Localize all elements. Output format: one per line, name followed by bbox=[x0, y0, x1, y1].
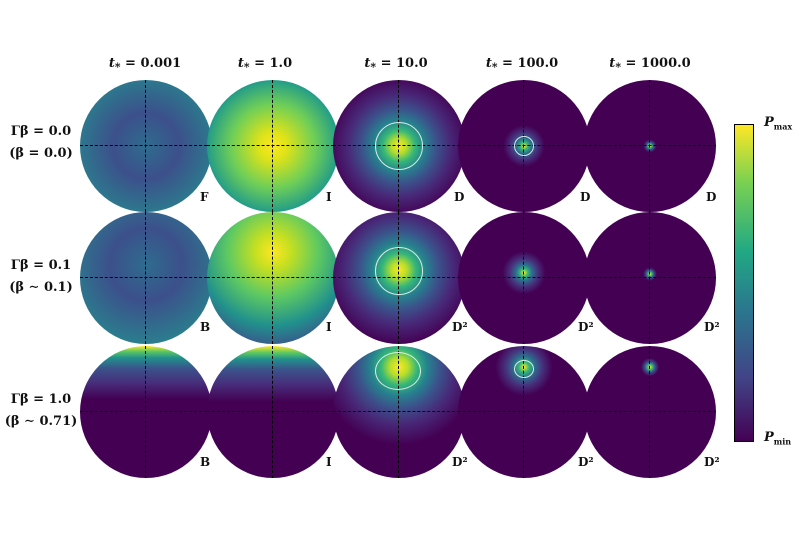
colorbar-max-label: Pmax bbox=[764, 115, 793, 132]
disk-r3-c4 bbox=[458, 346, 590, 478]
row-label-1-line1: Γβ = 0.0 bbox=[10, 124, 72, 139]
corner-label-r3-c2: I bbox=[326, 455, 332, 469]
disk-r3-c2 bbox=[207, 346, 339, 478]
column-title-3: t* = 10.0 bbox=[364, 56, 428, 74]
corner-label-r3-c3: D² bbox=[452, 455, 468, 469]
disk-r3-c1 bbox=[80, 346, 212, 478]
column-title-4: t* = 100.0 bbox=[485, 56, 559, 74]
corner-label-r1-c2: I bbox=[326, 190, 332, 204]
row-label-3-line2: (β ∼ 0.71) bbox=[4, 414, 78, 429]
row-label-3-line1: Γβ = 1.0 bbox=[10, 392, 72, 407]
disk-r1-c1 bbox=[80, 80, 212, 212]
disk-r1-c2 bbox=[207, 80, 339, 212]
row-label-2: Γβ = 0.1 (β ∼ 0.1) bbox=[0, 255, 82, 299]
disk-r1-c5 bbox=[584, 80, 716, 212]
row-label-1-line2: (β = 0.0) bbox=[9, 146, 73, 161]
column-title-2: t* = 1.0 bbox=[237, 56, 293, 74]
row-label-2-line1: Γβ = 0.1 bbox=[10, 258, 72, 273]
row-label-1: Γβ = 0.0 (β = 0.0) bbox=[0, 121, 82, 165]
disk-r2-c4 bbox=[458, 212, 590, 344]
colorbar-min-label: Pmin bbox=[764, 430, 792, 447]
corner-label-r1-c4: D bbox=[580, 190, 591, 204]
corner-label-r3-c1: B bbox=[200, 455, 211, 469]
disk-r2-c1 bbox=[80, 212, 212, 344]
corner-label-r2-c4: D² bbox=[578, 320, 594, 334]
row-label-3: Γβ = 1.0 (β ∼ 0.71) bbox=[0, 389, 82, 433]
disk-r3-c3 bbox=[333, 346, 465, 478]
corner-label-r1-c5: D bbox=[706, 190, 717, 204]
disk-r2-c5 bbox=[584, 212, 716, 344]
disk-r1-c4 bbox=[458, 80, 590, 212]
corner-label-r1-c3: D bbox=[454, 190, 465, 204]
corner-label-r1-c1: F bbox=[200, 190, 209, 204]
disk-r2-c2 bbox=[207, 212, 339, 344]
disk-r1-c3 bbox=[333, 80, 465, 212]
corner-label-r3-c5: D² bbox=[704, 455, 720, 469]
disk-r3-c5 bbox=[584, 346, 716, 478]
corner-label-r2-c3: D² bbox=[452, 320, 468, 334]
corner-label-r2-c2: I bbox=[326, 320, 332, 334]
corner-label-r3-c4: D² bbox=[578, 455, 594, 469]
disk-r2-c3 bbox=[333, 212, 465, 344]
column-title-1: t* = 0.001 bbox=[108, 56, 182, 74]
colorbar bbox=[734, 124, 754, 442]
column-title-5: t* = 1000.0 bbox=[609, 56, 691, 74]
corner-label-r2-c5: D² bbox=[704, 320, 720, 334]
row-label-2-line2: (β ∼ 0.1) bbox=[9, 280, 73, 295]
corner-label-r2-c1: B bbox=[200, 320, 211, 334]
